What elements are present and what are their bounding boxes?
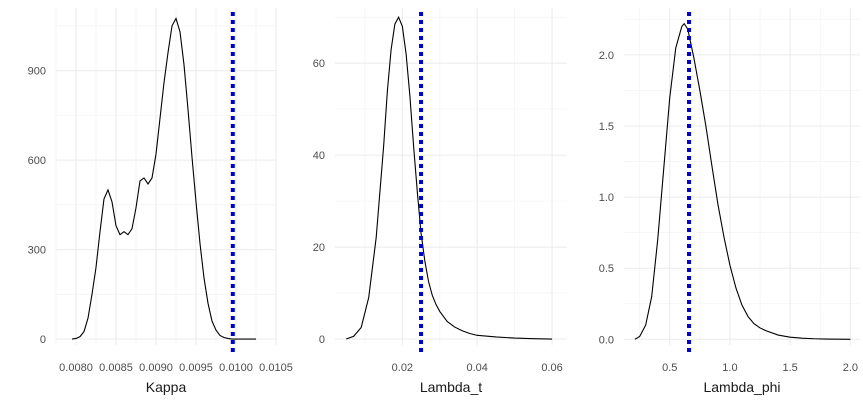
kappa-x-axis-title: Kappa xyxy=(146,379,187,395)
lambda-t-x-axis-title: Lambda_t xyxy=(420,379,482,395)
lambda-phi-density-curve xyxy=(634,22,851,340)
lambda-t-density-curve xyxy=(346,15,553,340)
kappa-y-tick-label: 900 xyxy=(28,66,46,78)
kappa-density-curve xyxy=(71,17,256,340)
kappa-x-tick-label: 0.0085 xyxy=(99,362,133,374)
lambda-t-x-tick-label: 0.04 xyxy=(466,362,487,374)
lambda-phi-x-tick-label: 1.0 xyxy=(722,362,737,374)
kappa-x-tick-label: 0.0095 xyxy=(179,362,213,374)
lambda-phi-y-tick-label: 1.0 xyxy=(599,192,614,204)
lambda-t-y-tick-label: 0 xyxy=(319,334,325,346)
lambda-t-x-tick-label: 0.02 xyxy=(392,362,413,374)
kappa-x-tick-label: 0.0090 xyxy=(139,362,173,374)
lambda-t-y-tick-label: 60 xyxy=(313,58,325,70)
kappa-y-tick-label: 600 xyxy=(28,155,46,167)
lambda-t-y-tick-label: 20 xyxy=(313,242,325,254)
lambda-t-x-tick-label: 0.06 xyxy=(541,362,562,374)
lambda-t-density-panel: 0.02 0.04 0.06 0 20 40 60 Lambda_t xyxy=(313,8,567,395)
lambda-phi-x-axis-title: Lambda_phi xyxy=(703,379,780,395)
lambda-phi-x-tick-label: 0.5 xyxy=(662,362,677,374)
lambda-phi-y-tick-label: 2.0 xyxy=(599,50,614,62)
kappa-x-tick-label: 0.0080 xyxy=(59,362,93,374)
lambda-phi-x-tick-label: 2.0 xyxy=(843,362,858,374)
lambda-phi-y-tick-label: 0.0 xyxy=(599,334,614,346)
kappa-density-panel: 0.0080 0.0085 0.0090 0.0095 0.0100 0.0105 0 300… xyxy=(28,8,293,395)
lambda-phi-x-tick-label: 1.5 xyxy=(783,362,798,374)
lambda-phi-density-panel: 0.5 1.0 1.5 2.0 0.0 0.5 1.0 1.5 2.0 Lambda_phi xyxy=(599,8,860,395)
kappa-x-tick-label: 0.0105 xyxy=(259,362,293,374)
kappa-x-tick-label: 0.0100 xyxy=(219,362,253,374)
lambda-phi-y-tick-label: 1.5 xyxy=(599,121,614,133)
kappa-y-tick-label: 0 xyxy=(40,334,46,346)
kappa-y-tick-label: 300 xyxy=(28,245,46,257)
lambda-phi-y-tick-label: 0.5 xyxy=(599,263,614,275)
lambda-t-y-tick-label: 40 xyxy=(313,150,325,162)
